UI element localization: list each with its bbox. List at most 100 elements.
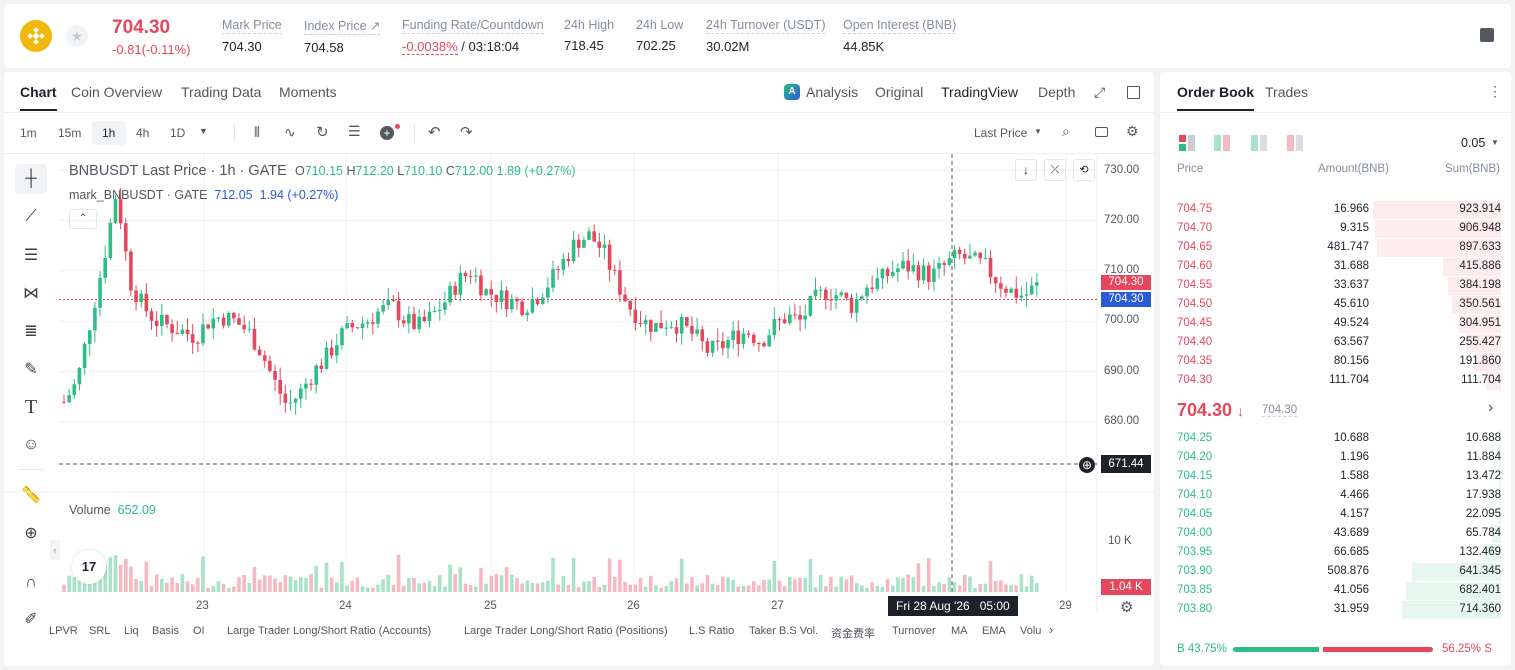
interval-1h-active[interactable] <box>92 121 126 145</box>
ask-row[interactable]: 704.70 9.315 906.948 <box>1177 219 1501 238</box>
bid-row[interactable]: 703.90 508.876 641.345 <box>1177 562 1501 581</box>
chevron-right-icon[interactable]: › <box>1488 399 1494 416</box>
add-indicator-icon[interactable]: + <box>380 126 394 140</box>
pattern-icon[interactable]: ⋈ <box>23 285 39 302</box>
indicator-large-trader-positions[interactable]: Large Trader Long/Short Ratio (Positions… <box>464 625 668 637</box>
bid-row[interactable]: 704.00 43.689 65.784 <box>1177 524 1501 543</box>
indicator-volume[interactable]: Volu <box>1020 625 1042 637</box>
bid-row[interactable]: 703.85 41.056 682.401 <box>1177 581 1501 600</box>
ask-row[interactable]: 704.30 111.704 111.704 <box>1177 371 1501 390</box>
interval-1d[interactable]: 1D <box>170 126 186 140</box>
ask-row[interactable]: 704.40 63.567 255.427 <box>1177 333 1501 352</box>
bid-row[interactable]: 703.95 66.685 132.469 <box>1177 543 1501 562</box>
ask-row[interactable]: 704.45 49.524 304.951 <box>1177 314 1501 333</box>
tab-trades[interactable]: Trades <box>1265 84 1309 100</box>
emoji-icon[interactable]: ☺ <box>22 436 40 453</box>
tab-order-book[interactable]: Order Book <box>1177 84 1255 111</box>
view-depth[interactable]: Depth <box>1038 84 1076 100</box>
view-original[interactable]: Original <box>875 84 924 100</box>
ask-row[interactable]: 704.60 31.688 415.886 <box>1177 257 1501 276</box>
collapse-legend-button[interactable]: ⌃ <box>69 209 97 229</box>
favorite-star-icon[interactable]: ★ <box>66 25 88 47</box>
indicator-oi[interactable]: OI <box>193 625 205 637</box>
stat-24h-turnover[interactable]: 24h Turnover (USDT) 30.02M <box>706 18 826 54</box>
mid-last-price[interactable]: 704.30 ↓ <box>1177 400 1245 420</box>
stat-funding-rate[interactable]: Funding Rate/Countdown -0.0038% / 03:18:0… <box>402 18 544 55</box>
indicator-lpvr[interactable]: LPVR <box>49 625 78 637</box>
trend-line-icon[interactable]: ⟋ <box>25 208 37 225</box>
price-type-select[interactable]: Last Price <box>974 126 1028 140</box>
add-alert-icon[interactable]: ⊕ <box>1079 457 1095 473</box>
interval-15m[interactable]: 15m <box>58 126 82 140</box>
ruler-icon[interactable]: 📏 <box>21 487 41 504</box>
expand-icon[interactable]: ⤢ <box>1094 84 1106 100</box>
window-icon[interactable] <box>1127 86 1140 99</box>
interval-1h[interactable]: 1h <box>102 126 116 140</box>
bid-row[interactable]: 704.10 4.466 17.938 <box>1177 486 1501 505</box>
tab-moments[interactable]: Moments <box>279 84 337 100</box>
indicator-taker-bs-vol[interactable]: Taker B.S Vol. <box>749 625 819 637</box>
gear-icon[interactable]: ⚙ <box>1126 123 1139 139</box>
tab-chart[interactable]: Chart <box>20 84 57 111</box>
undo-icon[interactable]: ↶ <box>428 124 441 141</box>
indicator-large-trader-accounts[interactable]: Large Trader Long/Short Ratio (Accounts) <box>227 625 432 637</box>
redo-icon[interactable]: ↷ <box>460 124 473 141</box>
indicator-liq[interactable]: Liq <box>124 625 139 637</box>
stat-open-interest[interactable]: Open Interest (BNB) 44.85K <box>843 18 957 54</box>
crosshair-icon[interactable]: ┼ <box>15 164 47 194</box>
candlestick-icon[interactable]: ⫴ <box>254 124 260 140</box>
magnet-icon[interactable]: ∩ <box>25 574 37 591</box>
ask-row[interactable]: 704.55 33.637 384.198 <box>1177 276 1501 295</box>
fit-button[interactable]: ⤫ <box>1044 159 1066 181</box>
scroll-down-button[interactable]: ↓ <box>1015 159 1037 181</box>
view-asks-icon[interactable] <box>1287 135 1303 151</box>
zoom-in-icon[interactable]: ⊕ <box>24 525 38 542</box>
tab-trading-data[interactable]: Trading Data <box>181 84 262 100</box>
bid-row[interactable]: 703.80 31.959 714.360 <box>1177 600 1501 619</box>
chart-settings-icon[interactable]: ⚙ <box>1120 599 1134 616</box>
precision-select[interactable]: 0.05 <box>1461 136 1486 150</box>
chevron-down-icon[interactable]: ▼ <box>1491 138 1499 147</box>
notes-icon[interactable] <box>1480 28 1494 42</box>
horizontal-lines-icon[interactable]: ☰ <box>23 247 39 264</box>
view-analysis[interactable]: Analysis <box>806 84 859 100</box>
search-icon[interactable]: ⌕ <box>1062 123 1070 139</box>
stat-index-price[interactable]: Index Price ↗ 704.58 <box>304 19 381 55</box>
ask-row[interactable]: 704.75 16.966 923.914 <box>1177 200 1501 219</box>
chevron-down-icon[interactable]: ▼ <box>199 126 208 136</box>
chevron-right-icon[interactable]: › <box>1049 622 1054 637</box>
chevron-down-icon[interactable]: ▼ <box>1034 127 1042 136</box>
ask-row[interactable]: 704.65 481.747 897.633 <box>1177 238 1501 257</box>
indicator-ls-ratio[interactable]: L.S Ratio <box>689 625 735 637</box>
view-tradingview[interactable]: TradingView <box>941 84 1019 100</box>
indicator-ma[interactable]: MA <box>951 625 968 637</box>
indicator-basis[interactable]: Basis <box>152 625 179 637</box>
indicator-ema[interactable]: EMA <box>982 625 1006 637</box>
view-split-icon[interactable] <box>1214 135 1230 151</box>
brush-icon[interactable]: ✎ <box>24 361 38 378</box>
bid-row[interactable]: 704.25 10.688 10.688 <box>1177 429 1501 448</box>
tab-coin-overview[interactable]: Coin Overview <box>71 84 163 100</box>
view-bids-icon[interactable] <box>1251 135 1267 151</box>
indicator-icon[interactable]: ∿ <box>284 124 296 140</box>
interval-4h[interactable]: 4h <box>136 126 150 140</box>
bid-row[interactable]: 704.05 4.157 22.095 <box>1177 505 1501 524</box>
bid-row[interactable]: 704.15 1.588 13.472 <box>1177 467 1501 486</box>
refresh-icon[interactable]: ↻ <box>316 124 329 141</box>
view-both-icon[interactable] <box>1179 135 1195 151</box>
indicator-turnover[interactable]: Turnover <box>892 625 936 637</box>
template-icon[interactable]: ☰ <box>348 123 361 139</box>
collapse-toolbar-icon[interactable]: ‹ <box>50 540 60 560</box>
ask-row[interactable]: 704.50 45.610 350.561 <box>1177 295 1501 314</box>
camera-icon[interactable] <box>1095 127 1108 137</box>
price-chart[interactable] <box>4 72 1154 666</box>
reset-button[interactable]: ⟲ <box>1073 159 1095 181</box>
indicator-srl[interactable]: SRL <box>89 625 111 637</box>
indicator-funding-rate[interactable]: 资金费率 <box>831 628 875 640</box>
fib-icon[interactable]: ≣ <box>24 323 38 340</box>
pencil-lock-icon[interactable]: ✐ <box>24 611 38 628</box>
stat-mark-price[interactable]: Mark Price 704.30 <box>222 18 282 54</box>
interval-1m[interactable]: 1m <box>20 126 37 140</box>
bid-row[interactable]: 704.20 1.196 11.884 <box>1177 448 1501 467</box>
ask-row[interactable]: 704.35 80.156 191.860 <box>1177 352 1501 371</box>
